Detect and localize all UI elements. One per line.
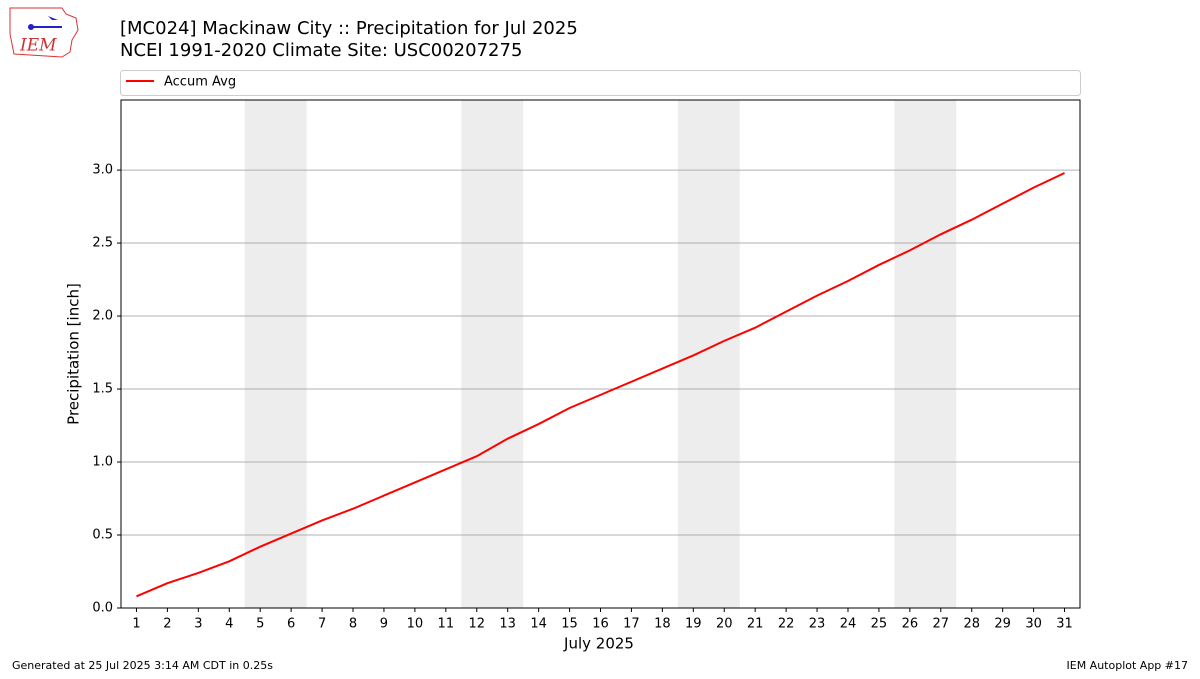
x-tick-label: 16: [592, 617, 609, 632]
y-tick-label: 0.5: [92, 528, 113, 543]
x-tick-label: 23: [809, 617, 826, 632]
x-tick-label: 31: [1056, 617, 1073, 632]
x-tick-label: 12: [468, 617, 485, 632]
x-tick-label: 9: [380, 617, 388, 632]
y-tick-label: 3.0: [92, 163, 113, 178]
y-tick-label: 0.0: [92, 601, 113, 616]
x-tick-label: 11: [438, 617, 455, 632]
x-tick-label: 17: [623, 617, 640, 632]
x-axis-label: July 2025: [563, 635, 634, 653]
x-tick-label: 8: [349, 617, 357, 632]
x-tick-label: 13: [499, 617, 516, 632]
legend-label: Accum Avg: [164, 75, 236, 90]
footer-left: Generated at 25 Jul 2025 3:14 AM CDT in …: [12, 659, 273, 672]
weekend-band: [677, 100, 740, 608]
y-tick-label: 1.5: [92, 382, 113, 397]
x-tick-label: 19: [685, 617, 702, 632]
x-tick-label: 4: [225, 617, 233, 632]
weekend-band: [244, 100, 307, 608]
y-tick-label: 1.0: [92, 455, 113, 470]
x-tick-label: 6: [287, 617, 295, 632]
x-tick-label: 10: [407, 617, 424, 632]
legend-box: [120, 70, 1081, 96]
logo-text: IEM: [19, 36, 57, 56]
chart-title: [MC024] Mackinaw City :: Precipitation f…: [120, 18, 578, 39]
x-tick-label: 21: [747, 617, 764, 632]
y-tick-label: 2.0: [92, 309, 113, 324]
footer-right: IEM Autoplot App #17: [1067, 659, 1189, 672]
x-tick-label: 25: [871, 617, 888, 632]
x-tick-label: 22: [778, 617, 795, 632]
weekend-band: [461, 100, 524, 608]
x-tick-label: 5: [256, 617, 264, 632]
y-tick-label: 2.5: [92, 236, 113, 251]
x-tick-label: 7: [318, 617, 326, 632]
x-tick-label: 20: [716, 617, 733, 632]
x-tick-label: 14: [530, 617, 547, 632]
x-tick-label: 1: [132, 617, 140, 632]
x-tick-label: 18: [654, 617, 671, 632]
x-tick-label: 24: [840, 617, 857, 632]
plot-frame: [120, 99, 1081, 609]
weekend-band: [894, 100, 957, 608]
logo: IEM: [9, 7, 79, 58]
x-tick-label: 2: [163, 617, 171, 632]
x-tick-label: 29: [994, 617, 1011, 632]
x-tick-label: 30: [1025, 617, 1042, 632]
x-tick-label: 15: [561, 617, 578, 632]
x-tick-label: 26: [902, 617, 919, 632]
y-axis-label: Precipitation [inch]: [65, 283, 83, 425]
chart-subtitle: NCEI 1991-2020 Climate Site: USC00207275: [120, 40, 522, 61]
series-line: [136, 172, 1065, 598]
x-tick-label: 27: [933, 617, 950, 632]
x-tick-label: 28: [963, 617, 980, 632]
x-tick-label: 3: [194, 617, 202, 632]
